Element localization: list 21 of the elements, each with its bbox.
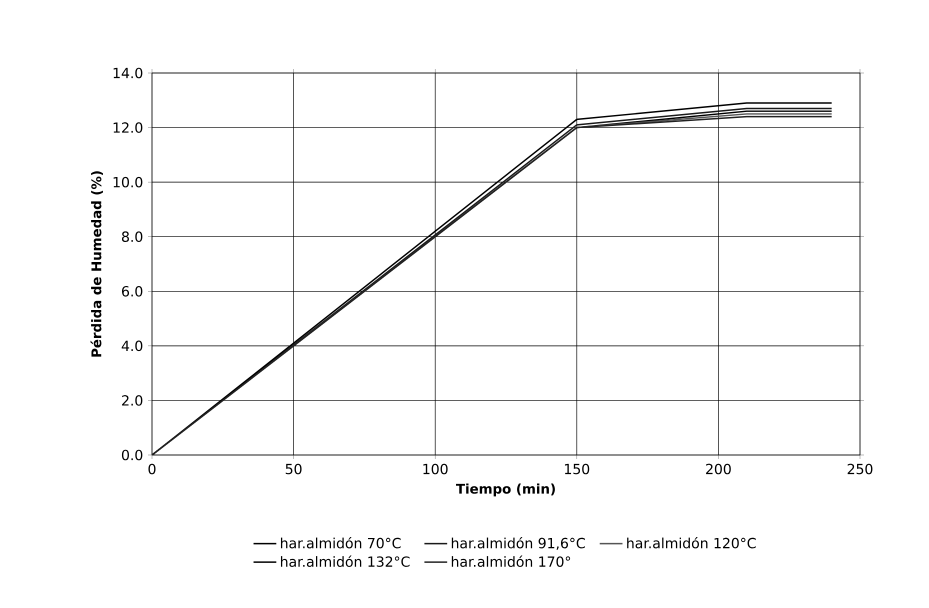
x-tick-label: 150 — [564, 464, 590, 474]
legend-label: har.almidón 120°C — [627, 537, 756, 548]
y-tick-label: 12.0 — [114, 122, 142, 133]
x-tick-label: 100 — [423, 464, 448, 474]
x-tick-label: 200 — [706, 464, 731, 474]
x-tick-label: 250 — [848, 464, 872, 474]
y-tick-label: 14.0 — [114, 68, 142, 78]
x-tick-label: 50 — [286, 464, 302, 474]
legend-label: har.almidón 91,6°C — [452, 537, 585, 550]
y-tick-label: 8.0 — [122, 231, 142, 242]
y-tick-label: 10.0 — [114, 176, 142, 188]
y-tick-label: 0.0 — [122, 450, 142, 460]
legend-label: har.almidón 132°C — [280, 556, 410, 567]
y-axis-title: Pérdida de Humedad (%) — [90, 171, 103, 357]
x-axis-title: Tiempo (min) — [456, 483, 555, 496]
y-tick-label: 6.0 — [122, 286, 142, 297]
legend-label: har.almidón 170° — [452, 556, 570, 567]
y-tick-label: 2.0 — [122, 395, 142, 406]
legend-label: har.almidón 70°C — [280, 537, 401, 548]
x-tick-label: 0 — [148, 464, 156, 474]
y-tick-label: 4.0 — [122, 340, 142, 352]
